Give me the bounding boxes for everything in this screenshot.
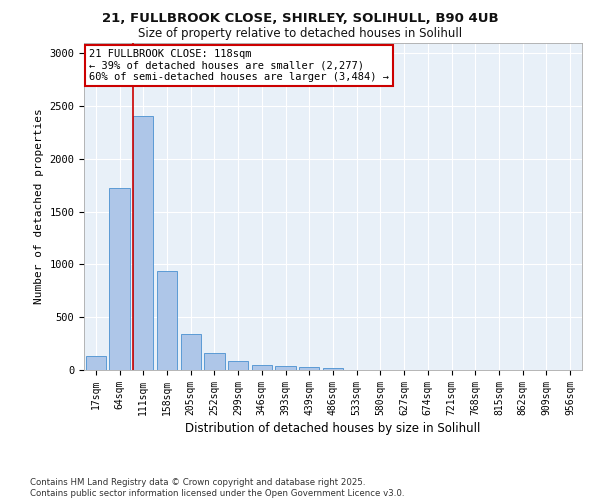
Bar [109, 188, 130, 370]
Bar [299, 367, 319, 370]
Bar [323, 368, 343, 370]
Bar [133, 116, 154, 370]
Text: Contains HM Land Registry data © Crown copyright and database right 2025.
Contai: Contains HM Land Registry data © Crown c… [30, 478, 404, 498]
X-axis label: Distribution of detached houses by size in Solihull: Distribution of detached houses by size … [185, 422, 481, 435]
Bar [228, 361, 248, 370]
Bar [252, 364, 272, 370]
Bar [181, 334, 201, 370]
Text: 21 FULLBROOK CLOSE: 118sqm
← 39% of detached houses are smaller (2,277)
60% of s: 21 FULLBROOK CLOSE: 118sqm ← 39% of deta… [89, 49, 389, 82]
Text: 21, FULLBROOK CLOSE, SHIRLEY, SOLIHULL, B90 4UB: 21, FULLBROOK CLOSE, SHIRLEY, SOLIHULL, … [101, 12, 499, 26]
Bar [157, 270, 177, 370]
Bar [205, 353, 224, 370]
Bar [86, 356, 106, 370]
Text: Size of property relative to detached houses in Solihull: Size of property relative to detached ho… [138, 28, 462, 40]
Y-axis label: Number of detached properties: Number of detached properties [34, 108, 44, 304]
Bar [275, 366, 296, 370]
